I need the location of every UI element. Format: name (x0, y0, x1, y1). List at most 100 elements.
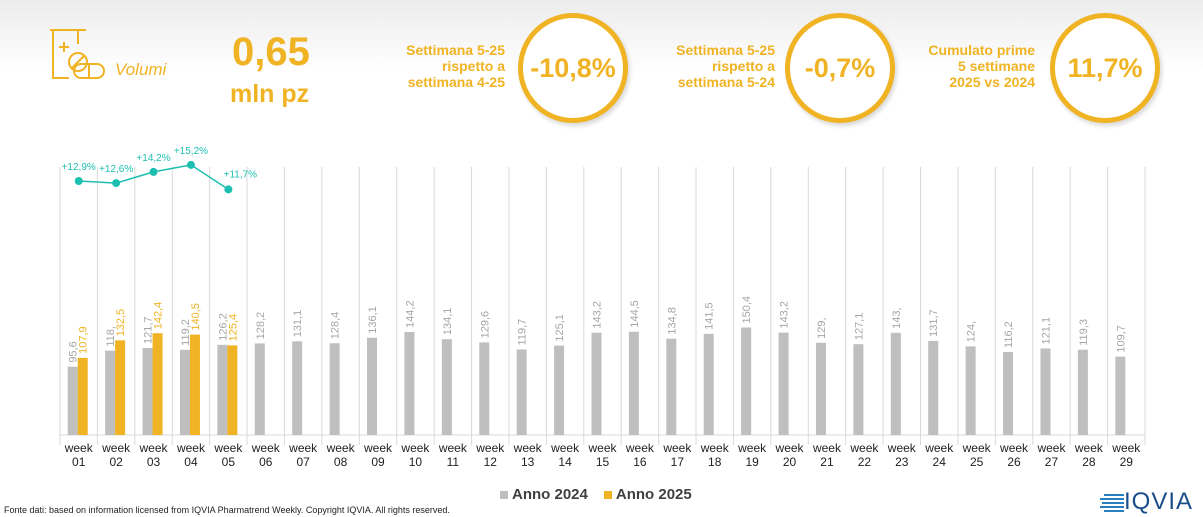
x-tick-label: 28 (1082, 455, 1096, 469)
growth-label: +11,7% (224, 169, 258, 180)
growth-point (186, 160, 195, 169)
x-tick-label: week (550, 441, 580, 455)
pill-bottle-icon (50, 29, 105, 79)
x-tick-label: 05 (222, 455, 236, 469)
bar-anno-2024 (778, 332, 789, 435)
data-label: 134,1 (442, 308, 454, 336)
x-tick-label: week (213, 441, 243, 455)
x-tick-label: week (1074, 441, 1104, 455)
x-tick-label: week (101, 441, 131, 455)
chart: week01week02week03week04week05week06week… (59, 146, 1146, 469)
header-value: 0,65 (232, 30, 310, 74)
legend-label: Anno 2024 (512, 486, 588, 503)
kpi-label-line: Settimana 5-25 (676, 42, 775, 58)
data-label: 127,1 (853, 313, 865, 341)
bar-anno-2024 (329, 343, 340, 435)
growth-point (74, 177, 83, 185)
x-tick-label: 17 (671, 455, 685, 469)
data-label: 143, (891, 307, 903, 328)
growth-label: +15,2% (174, 146, 208, 157)
x-tick-label: week (737, 441, 767, 455)
x-tick-label: 06 (259, 455, 273, 469)
x-tick-label: week (587, 441, 617, 455)
bar-anno-2024 (815, 342, 826, 435)
data-label: 144,2 (404, 300, 416, 328)
legend-item-2024: Anno 2024 (500, 486, 588, 503)
bar-anno-2024 (516, 349, 527, 435)
bar-anno-2024 (1077, 349, 1088, 435)
x-tick-label: week (924, 441, 954, 455)
x-tick-label: 19 (745, 455, 759, 469)
data-label: 124, (966, 321, 978, 342)
data-label: 125,4 (227, 314, 239, 342)
data-label: 141,5 (704, 302, 716, 330)
data-label: 132,5 (115, 309, 127, 337)
growth-point (112, 179, 121, 188)
bar-anno-2024 (853, 344, 864, 435)
x-tick-label: 09 (371, 455, 385, 469)
x-tick-label: 21 (820, 455, 834, 469)
kpi-circle-3: 11,7% (1050, 13, 1160, 123)
header-title: Volumi (115, 60, 167, 79)
kpi-label-line: rispetto a (441, 58, 505, 74)
kpi-label-1: Settimana 5-25 rispetto a settimana 4-25 (380, 42, 505, 90)
data-label: 118, (105, 326, 117, 347)
data-label: 119,2 (180, 319, 192, 346)
bar-anno-2024 (554, 345, 565, 435)
growth-label: +12,6% (99, 164, 133, 175)
kpi-label-line: settimana 5-24 (677, 74, 775, 90)
x-tick-label: 20 (783, 455, 797, 469)
bar-anno-2024 (1115, 356, 1126, 435)
kpi-label-line: 2025 vs 2024 (949, 74, 1035, 90)
bar-anno-2024 (441, 339, 452, 435)
bar-anno-2024 (404, 331, 415, 435)
legend-item-2025: Anno 2025 (603, 486, 692, 503)
bar-anno-2024 (703, 333, 714, 435)
x-tick-label: 15 (596, 455, 610, 469)
logo-lines-icon (1100, 494, 1124, 512)
bar-anno-2025 (189, 334, 200, 435)
x-tick-label: 08 (334, 455, 348, 469)
x-tick-label: week (775, 441, 805, 455)
x-tick-label: 29 (1120, 455, 1134, 469)
data-label: 144,5 (629, 300, 641, 328)
bar-anno-2024 (479, 342, 490, 435)
data-label: 95,6 (68, 341, 80, 362)
bar-anno-2024 (965, 346, 976, 435)
legend-label: Anno 2025 (615, 486, 692, 503)
bar-anno-2024 (628, 331, 639, 435)
x-tick-label: 13 (521, 455, 535, 469)
data-label: 121,7 (143, 316, 155, 344)
legend: Anno 2024 Anno 2025 (500, 486, 692, 503)
iqvia-logo: IQVIA (1100, 488, 1193, 516)
x-tick-label: week (251, 441, 281, 455)
bar-anno-2024 (666, 338, 677, 435)
header-unit: mln pz (230, 80, 310, 108)
legend-swatch (500, 491, 508, 499)
x-tick-label: 18 (708, 455, 722, 469)
data-label: 126,2 (217, 313, 229, 341)
bar-anno-2024 (591, 332, 602, 435)
growth-point (149, 167, 158, 176)
x-tick-label: 02 (109, 455, 123, 469)
data-label: 143,2 (592, 301, 604, 329)
bar-anno-2024 (1003, 351, 1014, 435)
kpi-label-3: Cumulato prime 5 settimane 2025 vs 2024 (905, 42, 1035, 90)
x-tick-label: week (139, 441, 169, 455)
bar-anno-2024 (1040, 348, 1051, 435)
bar-anno-2025 (115, 340, 126, 435)
x-tick-label: 26 (1007, 455, 1021, 469)
kpi-label-line: 5 settimane (957, 58, 1035, 74)
kpi-label-line: settimana 4-25 (407, 74, 505, 90)
x-tick-label: 10 (409, 455, 423, 469)
data-label: 107,9 (78, 326, 90, 354)
x-tick-label: 16 (633, 455, 647, 469)
x-tick-label: week (400, 441, 430, 455)
data-label: 150,4 (741, 296, 753, 324)
bar-anno-2024 (217, 344, 228, 435)
growth-label: +14,2% (136, 153, 170, 164)
data-label: 116,2 (1003, 321, 1015, 348)
growth-label: +12,9% (62, 162, 96, 173)
x-tick-label: week (513, 441, 543, 455)
data-label: 129,6 (479, 311, 491, 339)
